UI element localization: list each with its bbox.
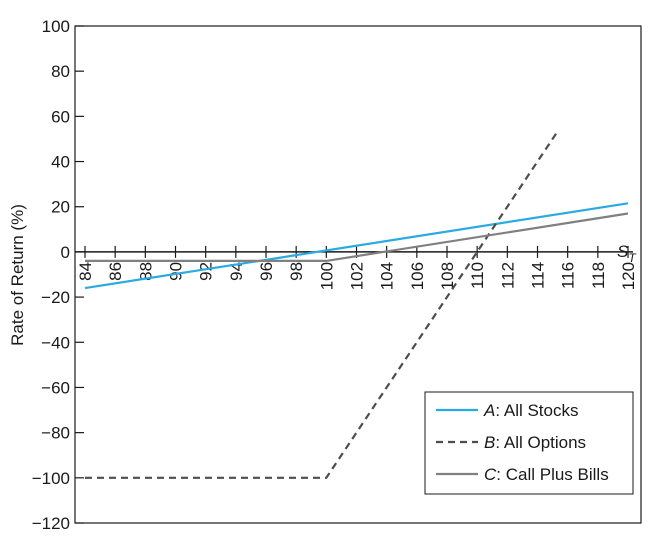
x-tick-label: 92 xyxy=(197,262,216,281)
series-lines xyxy=(84,129,629,479)
y-tick-label: 40 xyxy=(51,153,70,172)
y-tick-label: 20 xyxy=(51,198,70,217)
legend-label-c: C: Call Plus Bills xyxy=(484,465,609,484)
y-tick-label: −120 xyxy=(32,514,70,533)
y-tick-label: −100 xyxy=(32,469,70,488)
x-axis-title-main: S xyxy=(617,242,629,261)
x-axis-title-subscript: T xyxy=(628,251,637,265)
x-tick-label: 106 xyxy=(408,262,427,290)
series-line-c xyxy=(85,212,629,262)
x-tick-label: 114 xyxy=(529,262,548,289)
y-tick-label: −20 xyxy=(41,288,70,307)
x-tick-label: 102 xyxy=(348,262,367,290)
y-axis-title: Rate of Return (%) xyxy=(8,204,27,346)
y-tick-label: 60 xyxy=(51,107,70,126)
x-tick-label: 118 xyxy=(589,262,608,289)
x-tick-label: 98 xyxy=(287,262,306,281)
y-tick-label: 0 xyxy=(61,243,70,262)
legend: A: All Stocks B: All Options C: Call Plus … xyxy=(424,391,634,495)
x-tick-label: 84 xyxy=(76,262,95,281)
x-tick-label: 96 xyxy=(257,262,276,281)
series-line-a xyxy=(84,202,629,290)
y-tick-label: 80 xyxy=(51,62,70,81)
y-tick-label: 100 xyxy=(42,17,70,36)
y-tick-label: −40 xyxy=(41,333,70,352)
series-line-b xyxy=(85,129,560,479)
x-tick-label: 116 xyxy=(559,262,578,289)
x-tick-label: 86 xyxy=(106,262,125,281)
x-axis-title: ST xyxy=(617,242,637,265)
y-axis: 100 80 60 40 20 0 −20 −40 −60 −80 −100 −120 xyxy=(32,17,84,533)
y-tick-label: −80 xyxy=(41,424,70,443)
x-tick-label: 100 xyxy=(317,262,336,290)
x-tick-label: 112 xyxy=(498,262,517,289)
x-axis: 84 86 88 90 92 94 96 98 100 102 104 106 108 110 112 114… xyxy=(75,245,638,290)
legend-label-b: B: All Options xyxy=(484,433,586,452)
x-tick-label: 90 xyxy=(167,262,186,281)
y-tick-label: −60 xyxy=(41,378,70,397)
x-tick-label: 104 xyxy=(378,262,397,290)
x-tick-label: 94 xyxy=(227,262,246,281)
legend-label-a: A: All Stocks xyxy=(483,401,578,420)
x-tick-label: 88 xyxy=(136,262,155,281)
x-tick-label: 120 xyxy=(619,262,638,290)
x-tick-label: 108 xyxy=(438,262,457,290)
x-tick-label: 110 xyxy=(468,262,487,289)
